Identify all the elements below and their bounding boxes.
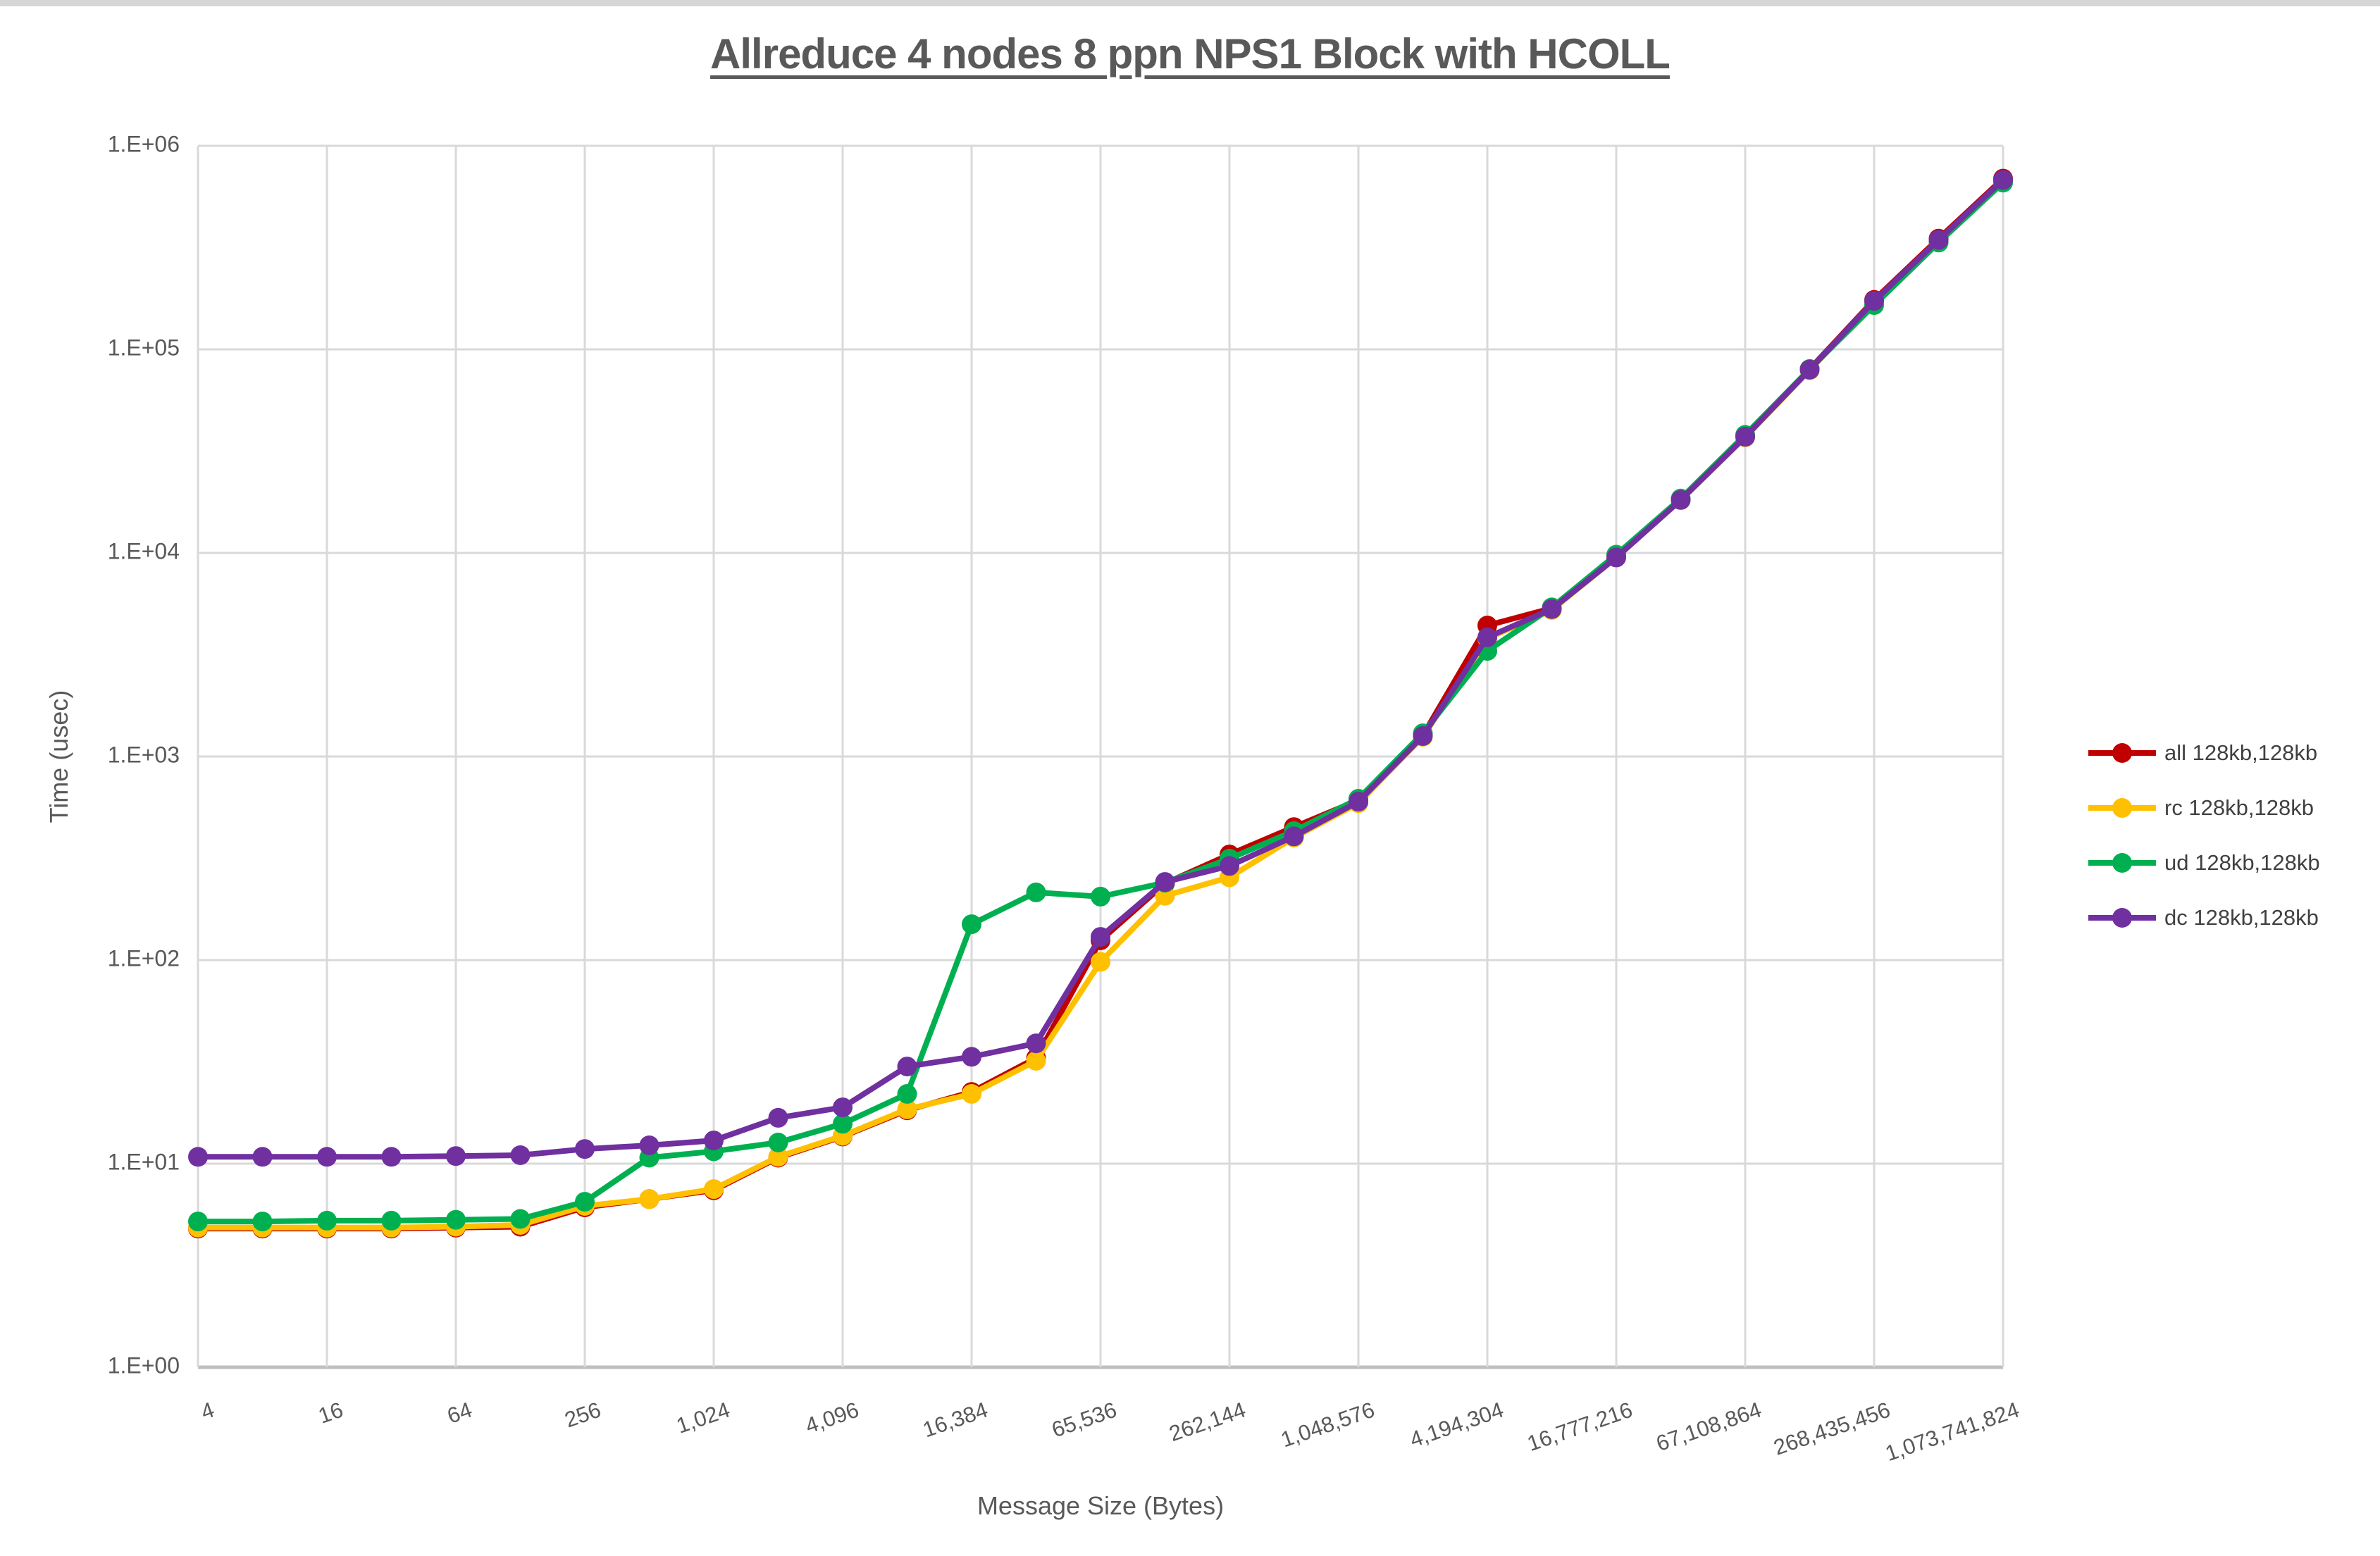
y-tick-label: 1.E+02 (108, 945, 180, 971)
data-point-dc (1542, 599, 1562, 619)
x-tick-label: 4,194,304 (1406, 1398, 1506, 1452)
data-point-dc (1413, 726, 1433, 746)
data-point-ud (317, 1210, 337, 1231)
y-axis-title: Time (usec) (44, 690, 73, 823)
data-point-dc (1671, 490, 1691, 510)
data-point-dc (639, 1135, 659, 1155)
x-tick-label: 4 (198, 1398, 218, 1425)
y-tick-label: 1.E+03 (108, 742, 180, 767)
data-point-dc (768, 1107, 788, 1128)
data-point-ud (510, 1209, 531, 1229)
y-tick-label: 1.E+04 (108, 538, 180, 564)
y-tick-label: 1.E+00 (108, 1352, 180, 1378)
data-point-ud (252, 1212, 273, 1232)
data-point-dc (1026, 1033, 1046, 1054)
data-point-dc (252, 1147, 273, 1167)
data-point-dc (381, 1147, 402, 1167)
data-point-dc (188, 1147, 208, 1167)
chart-title: Allreduce 4 nodes 8 ppn NPS1 Block with … (710, 30, 1671, 77)
data-point-dc (1220, 856, 1239, 876)
data-point-ud (1091, 886, 1110, 907)
legend-item-dc: dc 128kb,128kb (2087, 899, 2320, 937)
legend-item-rc: rc 128kb,128kb (2087, 789, 2320, 827)
data-point-dc (1928, 230, 1949, 250)
data-point-dc (1864, 291, 1884, 311)
x-tick-label: 268,435,456 (1771, 1398, 1893, 1460)
legend-marker-all (2088, 743, 2156, 763)
data-point-dc (962, 1047, 981, 1067)
data-point-ud (575, 1192, 595, 1212)
window-top-edge (0, 0, 2380, 6)
legend-marker-dc (2088, 908, 2156, 928)
data-point-dc (833, 1097, 853, 1118)
data-point-dc (1993, 170, 2013, 190)
data-point-dc (1349, 792, 1368, 812)
data-point-dc (1799, 359, 1820, 380)
chart-legend: all 128kb,128kb rc 128kb,128kb ud 128kb,12… (2087, 734, 2320, 937)
legend-label-all: all 128kb,128kb (2164, 740, 2318, 765)
x-tick-label: 16,777,216 (1524, 1398, 1635, 1457)
x-tick-label: 16 (315, 1398, 346, 1429)
x-axis-title: Message Size (Bytes) (977, 1491, 1224, 1520)
data-point-ud (897, 1084, 917, 1104)
data-point-dc (317, 1147, 337, 1167)
data-point-rc (1026, 1051, 1046, 1071)
data-point-dc (1477, 627, 1497, 647)
x-tick-label: 65,536 (1048, 1398, 1120, 1443)
legend-item-all: all 128kb,128kb (2087, 734, 2320, 772)
x-tick-label: 16,384 (919, 1398, 991, 1443)
data-point-rc (704, 1179, 724, 1200)
y-tick-label: 1.E+01 (108, 1149, 180, 1174)
x-tick-label: 262,144 (1166, 1398, 1248, 1447)
data-point-ud (768, 1133, 788, 1152)
x-tick-label: 64 (444, 1398, 475, 1429)
legend-marker-rc (2088, 798, 2156, 818)
y-tick-label: 1.E+06 (108, 131, 180, 156)
data-point-ud (1026, 882, 1046, 902)
data-point-ud (381, 1210, 402, 1231)
data-point-dc (897, 1057, 917, 1077)
data-point-ud (188, 1212, 208, 1232)
x-tick-label: 4,096 (802, 1398, 862, 1438)
x-tick-label: 67,108,864 (1653, 1398, 1764, 1457)
data-point-dc (446, 1146, 466, 1166)
data-point-ud (962, 914, 981, 935)
data-point-dc (1606, 547, 1626, 568)
x-tick-label: 1,073,741,824 (1882, 1398, 2022, 1467)
legend-marker-ud (2088, 853, 2156, 873)
x-tick-label: 1,024 (674, 1398, 733, 1438)
data-point-dc (575, 1139, 595, 1159)
data-point-rc (768, 1147, 788, 1167)
legend-item-ud: ud 128kb,128kb (2087, 844, 2320, 882)
legend-label-ud: ud 128kb,128kb (2164, 850, 2320, 875)
x-tick-label: 256 (562, 1398, 604, 1433)
y-tick-label: 1.E+05 (108, 335, 180, 360)
data-point-rc (962, 1084, 981, 1104)
data-point-dc (510, 1145, 531, 1165)
data-point-ud (446, 1209, 466, 1230)
data-point-dc (1091, 927, 1110, 947)
data-point-rc (639, 1189, 659, 1209)
data-point-rc (1091, 952, 1110, 972)
data-point-dc (704, 1131, 724, 1151)
x-tick-label: 1,048,576 (1277, 1398, 1377, 1452)
data-point-dc (1284, 826, 1304, 847)
legend-label-rc: rc 128kb,128kb (2164, 795, 2314, 820)
data-point-ud (833, 1114, 853, 1134)
data-point-dc (1735, 427, 1755, 447)
data-point-rc (897, 1099, 917, 1119)
legend-label-dc: dc 128kb,128kb (2164, 905, 2319, 930)
data-point-dc (1155, 872, 1175, 892)
